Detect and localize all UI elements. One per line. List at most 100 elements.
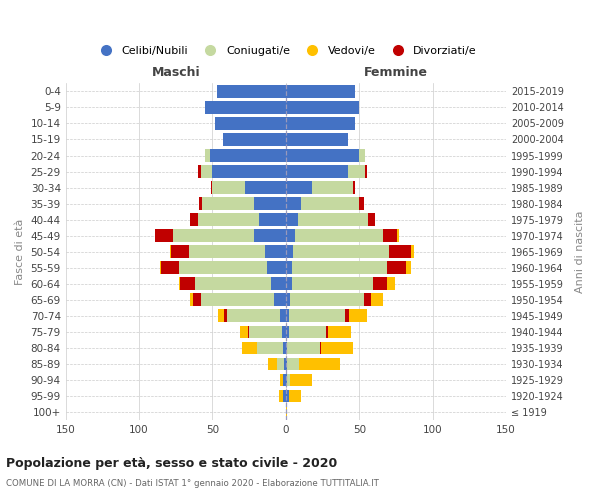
Bar [286,149,359,162]
Bar [286,326,289,338]
Bar [274,294,286,306]
Bar [286,214,298,226]
Bar [295,230,383,242]
Bar [286,310,289,322]
Bar [287,358,299,370]
Text: Maschi: Maschi [151,66,200,78]
Bar [353,181,355,194]
Bar [209,149,286,162]
Bar [277,358,284,370]
Bar [359,197,364,210]
Bar [292,278,373,290]
Bar [212,165,286,178]
Bar [248,326,249,338]
Bar [170,246,172,258]
Bar [286,278,292,290]
Bar [349,310,367,322]
Bar [212,181,245,194]
Bar [283,374,286,386]
Bar [190,214,198,226]
Bar [411,246,413,258]
Bar [267,262,286,274]
Bar [241,326,248,338]
Bar [242,342,257,354]
Bar [286,342,287,354]
Bar [287,342,320,354]
Bar [286,246,293,258]
Bar [389,246,411,258]
Bar [215,117,286,130]
Bar [245,181,286,194]
Bar [155,230,173,242]
Bar [397,230,399,242]
Bar [290,294,364,306]
Bar [271,278,286,290]
Bar [286,358,287,370]
Bar [224,310,227,322]
Bar [387,262,406,274]
Bar [199,197,202,210]
Bar [179,278,180,290]
Bar [287,374,290,386]
Bar [211,181,212,194]
Bar [387,278,395,290]
Bar [286,390,289,402]
Bar [284,358,286,370]
Bar [292,262,387,274]
Bar [321,342,353,354]
Bar [254,230,286,242]
Bar [373,278,387,290]
Bar [205,101,286,114]
Bar [406,262,411,274]
Text: Femmine: Femmine [364,66,428,78]
Legend: Celibi/Nubili, Coniugati/e, Vedovi/e, Divorziati/e: Celibi/Nubili, Coniugati/e, Vedovi/e, Di… [91,42,481,60]
Bar [328,326,350,338]
Bar [368,214,376,226]
Bar [201,165,212,178]
Bar [286,133,347,146]
Bar [198,165,201,178]
Bar [286,230,295,242]
Text: COMUNE DI LA MORRA (CN) - Dati ISTAT 1° gennaio 2020 - Elaborazione TUTTITALIA.I: COMUNE DI LA MORRA (CN) - Dati ISTAT 1° … [6,479,379,488]
Bar [172,246,189,258]
Bar [195,278,271,290]
Bar [383,230,397,242]
Bar [193,294,201,306]
Bar [205,149,209,162]
Y-axis label: Fasce di età: Fasce di età [15,218,25,285]
Bar [160,262,161,274]
Bar [286,181,313,194]
Bar [278,390,283,402]
Bar [286,101,359,114]
Bar [286,197,301,210]
Bar [189,246,265,258]
Bar [286,406,287,418]
Bar [371,294,383,306]
Bar [223,133,286,146]
Bar [280,310,286,322]
Bar [259,214,286,226]
Bar [218,310,224,322]
Bar [359,149,365,162]
Text: Popolazione per età, sesso e stato civile - 2020: Popolazione per età, sesso e stato civil… [6,458,337,470]
Bar [202,197,254,210]
Bar [257,342,283,354]
Bar [283,342,286,354]
Bar [180,278,195,290]
Bar [268,358,277,370]
Bar [286,374,287,386]
Bar [173,230,254,242]
Bar [190,294,193,306]
Bar [286,165,347,178]
Bar [299,358,340,370]
Bar [161,262,179,274]
Bar [249,326,281,338]
Bar [179,262,267,274]
Bar [344,310,349,322]
Bar [347,165,365,178]
Bar [286,262,292,274]
Bar [227,310,280,322]
Bar [283,390,286,402]
Bar [289,390,301,402]
Bar [198,214,259,226]
